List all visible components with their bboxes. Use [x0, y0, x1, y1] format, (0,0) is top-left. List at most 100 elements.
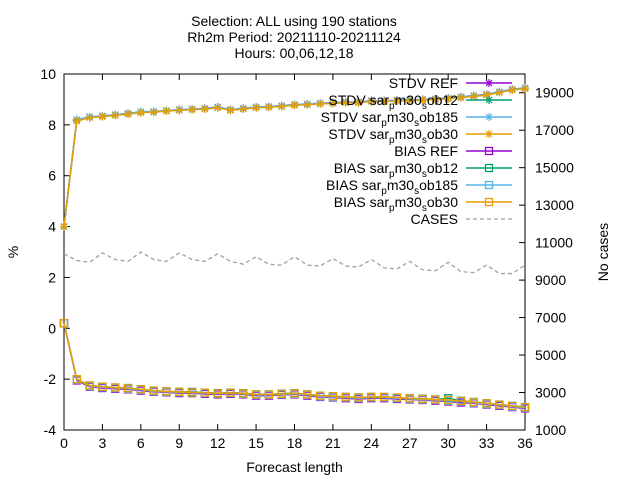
- legend-label: STDV REF: [389, 75, 458, 91]
- y-axis-label: %: [5, 246, 21, 258]
- legend-label-part: ob30: [427, 194, 458, 210]
- data-point: [239, 105, 248, 114]
- legend-label-part: STDV sar: [321, 109, 382, 125]
- data-point: [162, 107, 171, 116]
- legend-label: BIAS sarpm30sob30: [334, 194, 458, 214]
- legend-label: BIAS REF: [394, 143, 458, 159]
- data-point: [188, 105, 197, 114]
- legend-label-part: p: [389, 203, 395, 214]
- series-layer: [59, 83, 530, 413]
- y-tick-label: -2: [44, 371, 57, 387]
- legend-label-part: s: [422, 203, 427, 214]
- legend-label-part: ob30: [427, 126, 458, 142]
- data-point: [316, 100, 325, 109]
- x-tick-label: 0: [60, 435, 68, 451]
- data-point: [469, 397, 478, 407]
- legend-label-part: BIAS REF: [394, 143, 458, 159]
- legend-label-part: p: [389, 135, 395, 146]
- legend-label-part: BIAS sar: [334, 160, 390, 176]
- x-axis-label: Forecast length: [246, 459, 343, 475]
- y2-tick-label: 7000: [535, 310, 566, 326]
- data-point: [251, 390, 261, 399]
- x-tick-label: 33: [479, 435, 495, 451]
- legend-label-part: p: [381, 186, 387, 197]
- data-point: [85, 381, 94, 390]
- legend-marker: [485, 96, 493, 104]
- data-point: [226, 106, 235, 115]
- legend-label: BIAS sarpm30sob185: [326, 177, 458, 197]
- x-tick-label: 27: [402, 435, 418, 451]
- legend-label-part: p: [389, 101, 395, 112]
- legend-label-part: p: [389, 169, 395, 180]
- data-point: [367, 392, 376, 402]
- data-point: [213, 103, 222, 112]
- y-tick-label: 4: [48, 219, 56, 235]
- data-point: [508, 401, 517, 410]
- data-point: [98, 112, 107, 121]
- data-point: [418, 96, 427, 105]
- x-tick-label: 15: [248, 435, 264, 451]
- data-point: [136, 385, 145, 394]
- data-point: [264, 103, 273, 112]
- data-point: [405, 96, 414, 105]
- data-point: [380, 97, 389, 106]
- data-point: [456, 93, 465, 102]
- legend-label-part: s: [414, 118, 419, 129]
- legend-label-part: CASES: [411, 211, 458, 227]
- y2-tick-label: 1000: [535, 422, 566, 438]
- series-3: [60, 84, 529, 231]
- data-point: [431, 395, 440, 404]
- data-point: [162, 387, 171, 396]
- legend-label-part: STDV sar: [328, 92, 389, 108]
- y2-tick-label: 15000: [535, 160, 574, 176]
- data-point: [290, 389, 299, 398]
- legend-label-part: ob185: [419, 109, 458, 125]
- data-point: [111, 111, 120, 120]
- legend-marker: [485, 113, 493, 121]
- x-tick-label: 3: [99, 435, 107, 451]
- data-point: [252, 103, 261, 112]
- legend-label-part: m30: [387, 177, 414, 193]
- data-point: [508, 86, 517, 95]
- data-point: [277, 389, 286, 399]
- data-point: [290, 101, 299, 110]
- legend-marker: [485, 130, 493, 138]
- y2-tick-label: 13000: [535, 197, 574, 213]
- data-point: [98, 382, 107, 391]
- legend-marker: [484, 180, 494, 190]
- y-tick-label: -4: [44, 422, 57, 438]
- y-tick-label: 8: [48, 117, 56, 133]
- legend-label-part: m30: [395, 160, 422, 176]
- data-point: [149, 108, 158, 117]
- legend-label-part: m30: [395, 92, 422, 108]
- y2-tick-label: 3000: [535, 385, 566, 401]
- data-point: [482, 399, 491, 408]
- data-point: [60, 222, 68, 231]
- data-point: [431, 95, 440, 104]
- data-point: [264, 390, 274, 399]
- data-point: [175, 106, 184, 115]
- data-point: [521, 84, 529, 93]
- x-tick-label: 18: [287, 435, 303, 451]
- legend-label-part: m30: [387, 109, 414, 125]
- data-point: [495, 88, 504, 97]
- legend-label-part: s: [422, 101, 427, 112]
- data-point: [303, 100, 312, 109]
- data-point: [418, 394, 427, 404]
- data-point: [303, 390, 312, 399]
- legend-label-part: s: [422, 135, 427, 146]
- data-point: [328, 392, 338, 401]
- y-tick-label: 2: [48, 269, 56, 285]
- legend-label: CASES: [411, 211, 458, 227]
- series-line: [63, 323, 526, 410]
- chart-axes: 0 3 6 9 12 15 18 21 24 27 30 33 36-4-202468101000300…: [5, 66, 611, 475]
- data-point: [187, 388, 197, 397]
- legend-label-part: p: [381, 118, 387, 129]
- data-point: [341, 98, 350, 107]
- y2-tick-label: 17000: [535, 122, 574, 138]
- y2-tick-label: 5000: [535, 347, 566, 363]
- data-point: [469, 92, 478, 101]
